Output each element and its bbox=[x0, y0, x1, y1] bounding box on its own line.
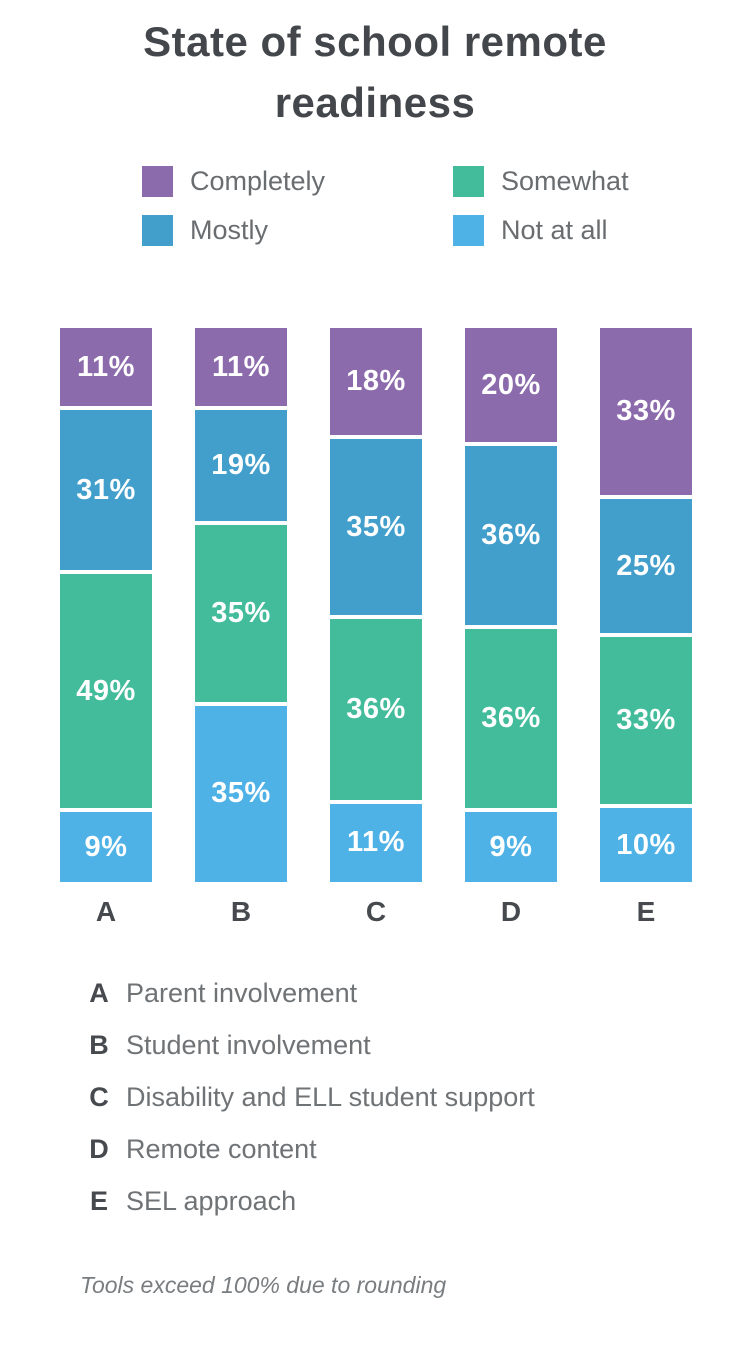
legend-swatch-icon bbox=[453, 215, 484, 246]
bar-segment-somewhat: 49% bbox=[60, 574, 152, 809]
bar-segment-mostly: 35% bbox=[330, 438, 422, 616]
bar-value-label: 33% bbox=[616, 394, 676, 427]
legend-label: Somewhat bbox=[501, 166, 629, 196]
bar-A: 11% 31% 49% 9% bbox=[60, 328, 152, 882]
legend-item: Completely bbox=[142, 166, 395, 197]
bar-segment-mostly: 31% bbox=[60, 410, 152, 571]
legend-label: Mostly bbox=[190, 215, 269, 245]
key-description: Disability and ELL student support bbox=[126, 1082, 535, 1112]
bar-value-label: 35% bbox=[346, 510, 406, 543]
bar-segment-not-at-all: 10% bbox=[600, 808, 692, 882]
key-letter: D bbox=[89, 1134, 109, 1164]
bar-segment-not-at-all: 9% bbox=[465, 812, 557, 882]
bar-segment-somewhat: 36% bbox=[330, 619, 422, 800]
key-row-A: A Parent involvement bbox=[80, 976, 535, 1011]
legend-swatch-icon bbox=[142, 166, 173, 197]
legend-item: Somewhat bbox=[453, 166, 629, 197]
bar-C: 18% 35% 36% 11% bbox=[330, 328, 422, 882]
bar-value-label: 33% bbox=[616, 704, 676, 737]
legend: Completely Mostly Somewhat Not at all bbox=[142, 166, 629, 246]
bar-value-label: 11% bbox=[77, 350, 135, 383]
key-row-E: E SEL approach bbox=[80, 1184, 535, 1219]
bar-value-label: 36% bbox=[346, 693, 406, 726]
category-letter-E: E bbox=[636, 896, 656, 927]
bar-value-label: 36% bbox=[481, 702, 541, 735]
bar-value-label: 9% bbox=[84, 830, 128, 863]
category-letter-C: C bbox=[365, 896, 387, 927]
bar-segment-mostly: 36% bbox=[465, 446, 557, 626]
bar-value-label: 20% bbox=[481, 368, 541, 401]
bar-segment-mostly: 19% bbox=[195, 410, 287, 521]
bar-value-label: 18% bbox=[346, 364, 406, 397]
bar-B: 11% 19% 35% 35% bbox=[195, 328, 287, 882]
bar-segment-completely: 20% bbox=[465, 328, 557, 443]
bar-value-label: 11% bbox=[347, 826, 405, 859]
bar-segment-mostly: 25% bbox=[600, 498, 692, 634]
key-letter: A bbox=[89, 978, 109, 1008]
bar-value-label: 10% bbox=[616, 828, 676, 861]
bar-segment-somewhat: 33% bbox=[600, 637, 692, 805]
bar-value-label: 9% bbox=[489, 830, 533, 863]
bar-segment-not-at-all: 11% bbox=[330, 803, 422, 882]
bar-segment-completely: 33% bbox=[600, 328, 692, 495]
key-description: Parent involvement bbox=[126, 978, 358, 1008]
legend-column: Completely Mostly bbox=[142, 166, 395, 246]
key-description: SEL approach bbox=[126, 1186, 297, 1216]
bar-segment-not-at-all: 9% bbox=[60, 812, 152, 882]
category-letter-B: B bbox=[230, 896, 252, 927]
legend-item: Mostly bbox=[142, 215, 395, 246]
category-letter-A: A bbox=[95, 896, 117, 927]
legend-swatch-icon bbox=[142, 215, 173, 246]
bar-segment-not-at-all: 35% bbox=[195, 705, 287, 882]
footnote: Tools exceed 100% due to rounding bbox=[80, 1272, 447, 1298]
key-description: Remote content bbox=[126, 1134, 317, 1164]
key-row-B: B Student involvement bbox=[80, 1028, 535, 1063]
bar-E: 33% 25% 33% 10% bbox=[600, 328, 692, 882]
bar-segment-somewhat: 35% bbox=[195, 525, 287, 702]
chart-title: State of school remote readiness bbox=[143, 18, 607, 126]
bar-value-label: 35% bbox=[211, 777, 271, 810]
category-key: A Parent involvement B Student involvement C… bbox=[80, 976, 535, 1236]
bar-value-label: 11% bbox=[212, 350, 270, 383]
bar-value-label: 35% bbox=[211, 596, 271, 629]
key-row-C: C Disability and ELL student support bbox=[80, 1080, 535, 1115]
bar-segment-completely: 11% bbox=[60, 328, 152, 407]
key-description: Student involvement bbox=[126, 1030, 371, 1060]
bar-value-label: 31% bbox=[76, 473, 136, 506]
key-row-D: D Remote content bbox=[80, 1132, 535, 1167]
bar-segment-somewhat: 36% bbox=[465, 629, 557, 809]
legend-label: Not at all bbox=[501, 215, 608, 245]
key-letter: B bbox=[89, 1030, 109, 1060]
legend-item: Not at all bbox=[453, 215, 629, 246]
legend-column: Somewhat Not at all bbox=[453, 166, 629, 246]
stacked-bar-chart: 11% 31% 49% 9% 11% 19% 35% 35% 18% 35% 36% 11% 20% 36… bbox=[60, 328, 692, 882]
bar-segment-completely: 11% bbox=[195, 328, 287, 407]
key-letter: C bbox=[89, 1082, 109, 1112]
legend-label: Completely bbox=[190, 166, 326, 196]
category-letter-D: D bbox=[500, 896, 522, 927]
bar-segment-completely: 18% bbox=[330, 328, 422, 435]
key-letter: E bbox=[89, 1186, 108, 1216]
bar-value-label: 25% bbox=[616, 549, 676, 582]
legend-swatch-icon bbox=[453, 166, 484, 197]
bar-value-label: 19% bbox=[211, 449, 271, 482]
bar-value-label: 36% bbox=[481, 519, 541, 552]
category-letters: A B C D E bbox=[60, 896, 692, 928]
bar-D: 20% 36% 36% 9% bbox=[465, 328, 557, 882]
bar-value-label: 49% bbox=[76, 674, 136, 707]
